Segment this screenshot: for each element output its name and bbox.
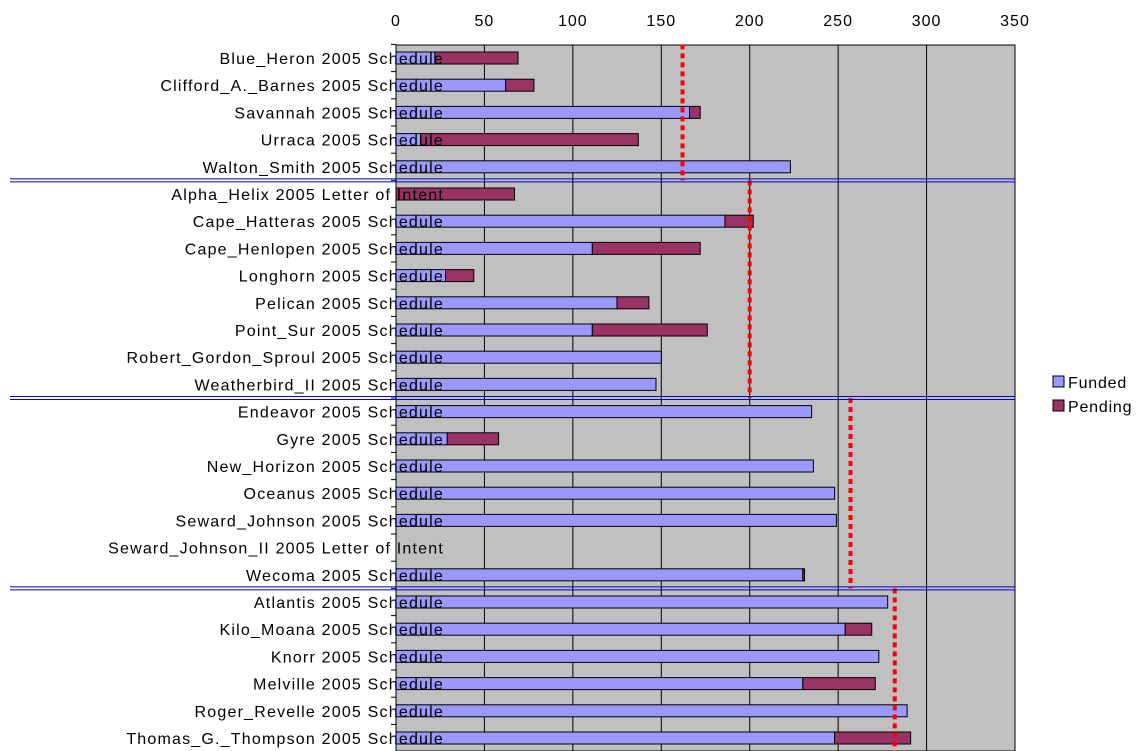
category-label: Atlantis 2005 Schedule [254,595,444,612]
category-label: New_Horizon 2005 Schedule [207,459,444,476]
category-label: Longhorn 2005 Schedule [239,269,444,286]
bar-pending [434,51,519,65]
bar-pending [446,432,500,446]
category-labels: Blue_Heron 2005 Schedule Clifford_A._Barn… [108,51,444,748]
category-label: Clifford_A._Barnes 2005 Schedule [160,78,444,95]
bar-pending [844,622,873,636]
legend-swatch-funded [1052,375,1065,388]
category-label: Seward_Johnson 2005 Schedule [176,513,444,530]
category-label: Oceanus 2005 Schedule [244,486,444,503]
bar-funded [395,677,804,691]
category-label: Melville 2005 Schedule [253,677,444,694]
category-label: Seward_Johnson_II 2005 Letter of Intent [108,541,444,558]
bars [395,51,912,745]
category-label: Weatherbird_II 2005 Schedule [195,377,444,394]
bar-pending [802,568,806,582]
group-separators [10,178,1015,591]
bar-funded [395,214,726,228]
bar-pending [445,269,475,283]
bar-funded [395,704,908,718]
bar-pending [802,677,876,691]
bar-pending [591,323,708,337]
category-label: Alpha_Helix 2005 Letter of Intent [171,187,444,204]
x-tick-label: 100 [558,13,588,30]
category-label: Wecoma 2005 Schedule [246,568,444,585]
bar-funded [395,513,837,527]
category-label: Gyre 2005 Schedule [277,432,444,449]
bar-pending [689,105,701,119]
legend-label-funded: Funded [1068,375,1127,392]
category-label: Cape_Hatteras 2005 Schedule [193,214,444,231]
reference-lines [680,44,897,751]
category-label: Endeavor 2005 Schedule [238,405,444,422]
category-label: Walton_Smith 2005 Schedule [203,160,444,177]
x-tick-label: 0 [391,13,401,30]
bar-funded [395,731,836,745]
y-axis [391,43,397,751]
category-label: Cape_Henlopen 2005 Schedule [185,241,444,258]
bar-funded [395,459,814,473]
category-label: Urraca 2005 Schedule [261,133,444,150]
category-label: Thomas_G._Thompson 2005 Schedule [126,731,444,748]
x-tick-label: 300 [912,13,942,30]
legend-swatch-pending [1052,399,1065,412]
x-tick-label: 250 [823,13,853,30]
category-label: Robert_Gordon_Sproul 2005 Schedule [127,350,444,367]
x-tick-labels: 0 50 100 150 200 250 300 350 [391,13,1030,30]
bar-pending [420,133,639,147]
bar-funded [395,568,804,582]
plot-area [395,44,1016,751]
legend-label-pending: Pending [1068,399,1132,416]
bar-funded [395,486,836,500]
bar-pending [616,296,650,310]
legend: Funded Pending [1052,375,1132,416]
x-tick-label: 350 [1000,13,1030,30]
category-label: Kilo_Moana 2005 Schedule [219,622,444,639]
category-label: Roger_Revelle 2005 Schedule [195,704,444,721]
category-label: Pelican 2005 Schedule [255,296,444,313]
bar-funded [395,405,813,419]
category-label: Savannah 2005 Schedule [234,105,444,122]
category-label: Knorr 2005 Schedule [271,649,444,666]
bar-funded [395,160,791,174]
x-tick-label: 50 [475,13,495,30]
bar-funded [395,649,880,663]
bar-pending [505,78,535,92]
category-label: Blue_Heron 2005 Schedule [219,51,444,68]
x-tick-label: 150 [646,13,676,30]
category-label: Point_Sur 2005 Schedule [235,323,444,340]
bar-pending [724,214,754,228]
bar-funded [395,595,889,609]
bar-pending [591,241,701,255]
x-tick-label: 200 [735,13,765,30]
bar-pending [834,731,912,745]
bar-funded [395,622,846,636]
